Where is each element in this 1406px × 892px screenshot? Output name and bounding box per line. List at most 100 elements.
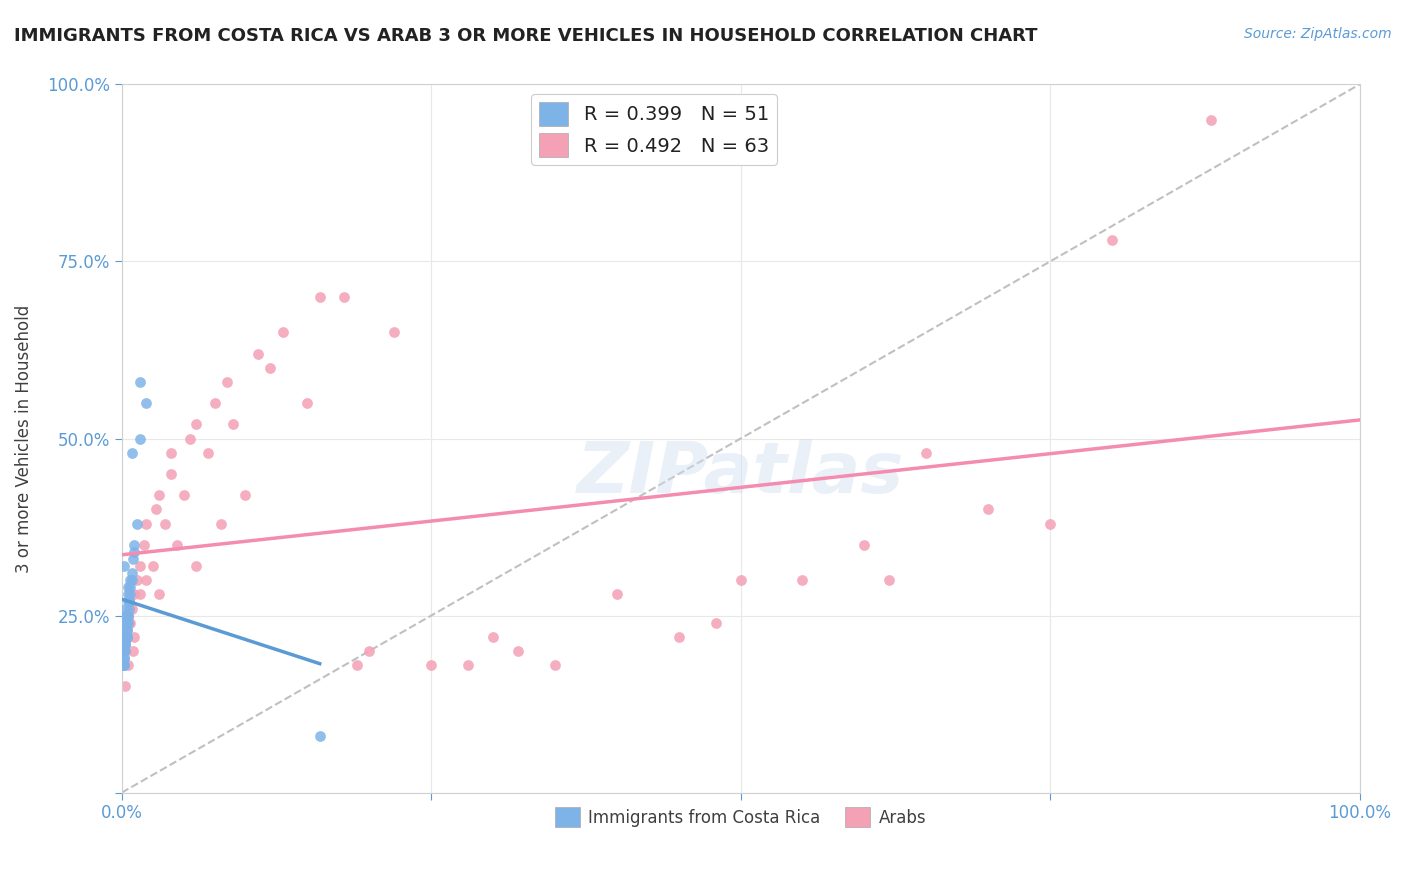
Point	[122, 630, 145, 644]
Point	[215, 375, 238, 389]
Point	[129, 559, 152, 574]
Point	[1039, 516, 1062, 531]
Point	[114, 637, 136, 651]
Point	[145, 502, 167, 516]
Point	[117, 587, 139, 601]
Legend: Immigrants from Costa Rica, Arabs: Immigrants from Costa Rica, Arabs	[548, 800, 934, 834]
Point	[184, 559, 207, 574]
Point	[209, 516, 232, 531]
Point	[222, 417, 245, 432]
Point	[117, 615, 139, 630]
Point	[297, 396, 319, 410]
Point	[482, 630, 505, 644]
Point	[977, 502, 1000, 516]
Point	[668, 630, 690, 644]
Point	[120, 615, 142, 630]
Point	[114, 637, 136, 651]
Point	[115, 630, 138, 644]
Point	[792, 573, 814, 587]
Point	[117, 608, 139, 623]
Point	[122, 538, 145, 552]
Point	[120, 587, 142, 601]
Point	[135, 573, 157, 587]
Point	[112, 658, 135, 673]
Point	[197, 446, 219, 460]
Point	[118, 615, 141, 630]
Point	[308, 729, 330, 743]
Point	[308, 290, 330, 304]
Point	[112, 651, 135, 665]
Point	[142, 559, 165, 574]
Point	[118, 594, 141, 608]
Point	[346, 658, 368, 673]
Point	[117, 608, 139, 623]
Point	[115, 630, 138, 644]
Point	[129, 587, 152, 601]
Point	[160, 467, 183, 481]
Point	[114, 637, 136, 651]
Point	[114, 637, 136, 651]
Point	[115, 630, 138, 644]
Point	[112, 644, 135, 658]
Point	[132, 538, 155, 552]
Point	[160, 446, 183, 460]
Point	[121, 573, 143, 587]
Text: Source: ZipAtlas.com: Source: ZipAtlas.com	[1244, 27, 1392, 41]
Point	[118, 594, 141, 608]
Point	[853, 538, 876, 552]
Point	[112, 658, 135, 673]
Point	[877, 573, 900, 587]
Point	[1199, 112, 1222, 127]
Point	[120, 573, 142, 587]
Point	[382, 326, 405, 340]
Point	[115, 615, 138, 630]
Point	[117, 658, 139, 673]
Text: IMMIGRANTS FROM COSTA RICA VS ARAB 3 OR MORE VEHICLES IN HOUSEHOLD CORRELATION C: IMMIGRANTS FROM COSTA RICA VS ARAB 3 OR …	[14, 27, 1038, 45]
Point	[115, 623, 138, 637]
Point	[173, 488, 195, 502]
Point	[259, 360, 281, 375]
Text: ZIPatlas: ZIPatlas	[576, 440, 904, 508]
Point	[114, 680, 136, 694]
Point	[506, 644, 529, 658]
Point	[271, 326, 294, 340]
Point	[1101, 233, 1123, 247]
Point	[122, 587, 145, 601]
Point	[204, 396, 226, 410]
Point	[544, 658, 567, 673]
Point	[118, 594, 141, 608]
Point	[114, 630, 136, 644]
Point	[135, 396, 157, 410]
Point	[117, 594, 139, 608]
Point	[704, 615, 727, 630]
Point	[118, 601, 141, 615]
Point	[112, 651, 135, 665]
Point	[118, 594, 141, 608]
Point	[121, 566, 143, 580]
Point	[111, 658, 134, 673]
Point	[114, 644, 136, 658]
Point	[112, 644, 135, 658]
Point	[114, 637, 136, 651]
Point	[457, 658, 479, 673]
Point	[120, 580, 142, 594]
Point	[184, 417, 207, 432]
Point	[420, 658, 443, 673]
Point	[125, 573, 148, 587]
Point	[148, 488, 170, 502]
Point	[333, 290, 356, 304]
Point	[121, 644, 143, 658]
Point	[121, 601, 143, 615]
Point	[112, 623, 135, 637]
Point	[129, 432, 152, 446]
Point	[114, 644, 136, 658]
Point	[114, 601, 136, 615]
Point	[117, 580, 139, 594]
Y-axis label: 3 or more Vehicles in Household: 3 or more Vehicles in Household	[15, 304, 32, 573]
Point	[112, 615, 135, 630]
Point	[148, 587, 170, 601]
Point	[115, 630, 138, 644]
Point	[114, 608, 136, 623]
Point	[606, 587, 628, 601]
Point	[246, 346, 269, 360]
